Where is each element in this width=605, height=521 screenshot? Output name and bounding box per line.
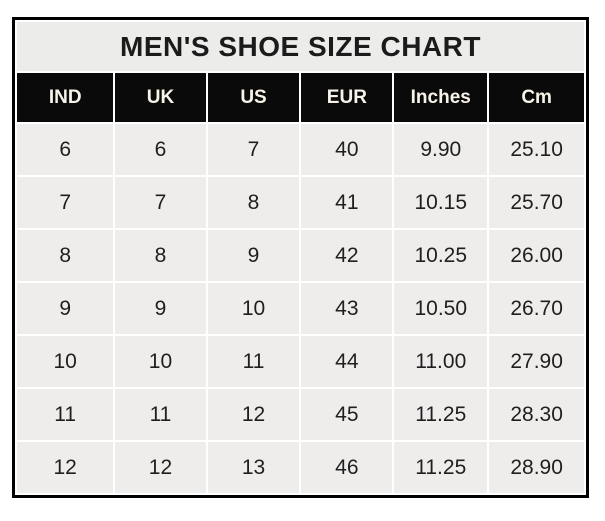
cell-uk: 9 xyxy=(115,283,206,334)
cell-eur: 40 xyxy=(301,124,393,175)
cell-ind: 11 xyxy=(17,389,114,440)
table-row: 8 8 9 42 10.25 26.00 xyxy=(17,230,584,281)
title-row: MEN'S SHOE SIZE CHART xyxy=(17,22,584,71)
column-header-cm: Cm xyxy=(489,73,584,122)
cell-ind: 7 xyxy=(17,177,114,228)
cell-ind: 10 xyxy=(17,336,114,387)
cell-eur: 41 xyxy=(301,177,393,228)
cell-uk: 8 xyxy=(115,230,206,281)
cell-us: 7 xyxy=(207,124,300,175)
cell-us: 9 xyxy=(207,230,300,281)
table-body: 6 6 7 40 9.90 25.10 7 7 8 41 10.15 25.70 8 8 9 42 10.25 2… xyxy=(17,124,584,493)
table-row: 9 9 10 43 10.50 26.70 xyxy=(17,283,584,334)
cell-inches: 10.50 xyxy=(394,283,488,334)
column-header-inches: Inches xyxy=(394,73,488,122)
cell-inches: 10.25 xyxy=(394,230,488,281)
table-row: 12 12 13 46 11.25 28.90 xyxy=(17,442,584,493)
cell-inches: 11.25 xyxy=(394,389,488,440)
chart-title: MEN'S SHOE SIZE CHART xyxy=(17,22,584,71)
cell-inches: 11.00 xyxy=(394,336,488,387)
table-row: 6 6 7 40 9.90 25.10 xyxy=(17,124,584,175)
cell-us: 13 xyxy=(207,442,300,493)
table-row: 10 10 11 44 11.00 27.90 xyxy=(17,336,584,387)
cell-eur: 45 xyxy=(301,389,393,440)
cell-inches: 9.90 xyxy=(394,124,488,175)
cell-us: 12 xyxy=(207,389,300,440)
cell-uk: 10 xyxy=(115,336,206,387)
cell-cm: 26.00 xyxy=(489,230,584,281)
cell-cm: 26.70 xyxy=(489,283,584,334)
column-header-uk: UK xyxy=(115,73,206,122)
cell-ind: 6 xyxy=(17,124,114,175)
cell-ind: 8 xyxy=(17,230,114,281)
cell-eur: 46 xyxy=(301,442,393,493)
cell-ind: 12 xyxy=(17,442,114,493)
cell-ind: 9 xyxy=(17,283,114,334)
cell-uk: 11 xyxy=(115,389,206,440)
cell-cm: 27.90 xyxy=(489,336,584,387)
cell-uk: 6 xyxy=(115,124,206,175)
cell-us: 11 xyxy=(207,336,300,387)
cell-eur: 44 xyxy=(301,336,393,387)
cell-cm: 25.10 xyxy=(489,124,584,175)
column-header-eur: EUR xyxy=(301,73,393,122)
cell-eur: 43 xyxy=(301,283,393,334)
cell-inches: 11.25 xyxy=(394,442,488,493)
table-row: 11 11 12 45 11.25 28.30 xyxy=(17,389,584,440)
cell-inches: 10.15 xyxy=(394,177,488,228)
column-header-row: IND UK US EUR Inches Cm xyxy=(17,73,584,122)
cell-cm: 28.30 xyxy=(489,389,584,440)
cell-us: 8 xyxy=(207,177,300,228)
cell-us: 10 xyxy=(207,283,300,334)
column-header-us: US xyxy=(207,73,300,122)
table-row: 7 7 8 41 10.15 25.70 xyxy=(17,177,584,228)
cell-uk: 7 xyxy=(115,177,206,228)
cell-eur: 42 xyxy=(301,230,393,281)
cell-cm: 28.90 xyxy=(489,442,584,493)
cell-cm: 25.70 xyxy=(489,177,584,228)
cell-uk: 12 xyxy=(115,442,206,493)
column-header-ind: IND xyxy=(17,73,114,122)
shoe-size-chart-table: MEN'S SHOE SIZE CHART IND UK US EUR Inches Cm… xyxy=(12,17,589,498)
